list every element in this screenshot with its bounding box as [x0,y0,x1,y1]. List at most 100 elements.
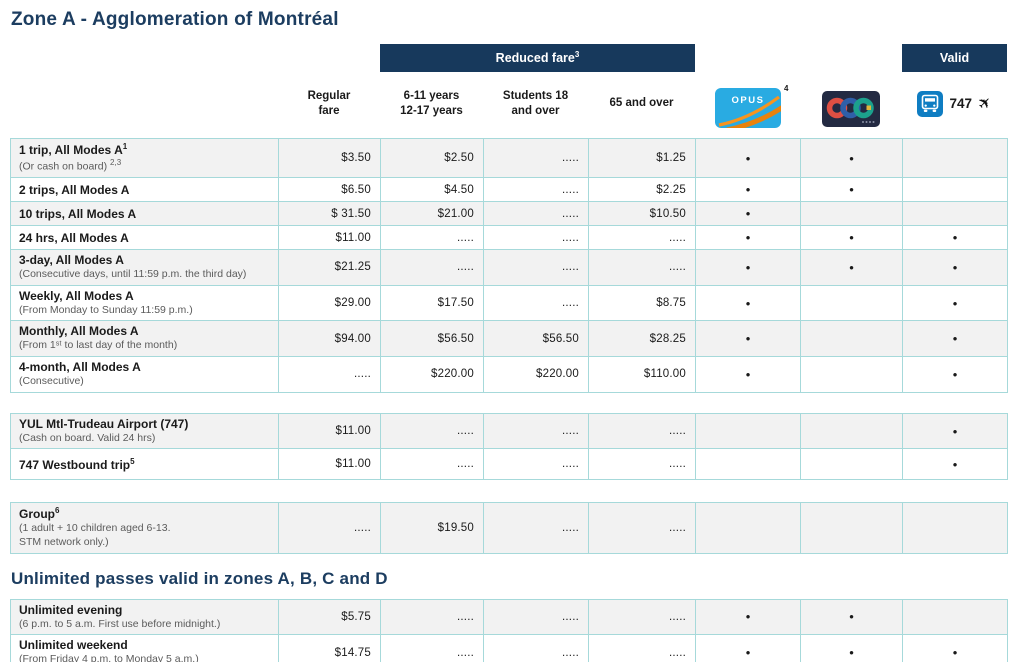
row-label: 24 hrs, All Modes A [19,230,129,245]
fare-65-over: ..... [588,598,696,636]
row-label: 747 Westbound trip5 [19,456,135,472]
mark-opus: • [695,225,801,251]
fare-6-17-years: $4.50 [380,177,484,203]
mark-payment-card: • [800,225,903,251]
fare-students: ..... [483,448,589,481]
fare-students: ..... [483,249,589,286]
mark-747 [902,138,1008,179]
fare-regular: $6.50 [278,177,381,203]
opus-footnote: 4 [784,83,789,93]
table-row: YUL Mtl-Trudeau Airport (747) (Cash on bo… [10,412,1008,450]
row-label-cell: 2 trips, All Modes A [10,177,279,203]
row-label: 1 trip, All Modes A1 [19,142,128,158]
mark-payment-card: • [800,138,903,179]
row-label-cell: 4-month, All Modes A (Consecutive) [10,356,279,393]
fare-students: ..... [483,598,589,636]
opus-card-wrap: OPUS 4 [714,84,789,128]
fare-students: ..... [483,138,589,179]
fare-6-17-years: $17.50 [380,284,484,322]
row-label: Unlimited evening [19,602,123,617]
row-label: 10 trips, All Modes A [19,206,137,221]
fare-students: ..... [483,225,589,251]
fare-students: ..... [483,284,589,322]
mark-opus: • [695,284,801,322]
fare-65-over: $8.75 [588,284,696,322]
table-row: 4-month, All Modes A (Consecutive)..... $2… [10,356,1008,393]
mark-opus [695,412,801,450]
fare-students: ..... [483,412,589,450]
row-sublabel: (1 adult + 10 children aged 6-13. STM ne… [19,522,171,549]
row-label: 3-day, All Modes A [19,253,124,268]
row-label-cell: Weekly, All Modes A (From Monday to Sunda… [10,284,279,322]
fare-6-17-years: ..... [380,249,484,286]
bus-number: 747 [949,95,973,111]
row-label-cell: YUL Mtl-Trudeau Airport (747) (Cash on bo… [10,412,279,450]
mark-opus [695,502,801,554]
row-label: Weekly, All Modes A [19,288,134,303]
fare-regular: $14.75 [278,634,381,662]
page-title: Zone A - Agglomeration of Montréal [11,9,339,30]
fare-table-header: Reduced fare3 Valid Regular fare 6-11 ye… [10,44,1007,137]
fare-regular: $29.00 [278,284,381,322]
fare-students: $220.00 [483,356,589,393]
mark-747 [902,177,1008,203]
row-label-cell: Unlimited evening (6 p.m. to 5 a.m. First… [10,598,279,636]
payment-card-icon [822,91,880,128]
spacer-cell [278,44,380,72]
row-sublabel: (From Friday 4 p.m. to Monday 5 a.m.) [19,653,199,662]
fare-6-17-years: $21.00 [380,201,484,227]
table-row: 3-day, All Modes A (Consecutive days, unt… [10,249,1008,286]
spacer-cell [10,44,278,72]
mark-747: • [902,320,1008,358]
table-row: 10 trips, All Modes A $ 31.50 $21.00..... $… [10,201,1008,227]
column-header-row: Regular fare 6-11 years 12-17 years Stud… [10,72,1007,137]
col-header-payment-card [800,72,902,137]
row-label-cell: 1 trip, All Modes A1 (Or cash on board) 2… [10,138,279,179]
unlimited-section-heading: Unlimited passes valid in zones A, B, C … [11,568,388,588]
row-label-cell: 3-day, All Modes A (Consecutive days, unt… [10,249,279,286]
fare-65-over: $110.00 [588,356,696,393]
opus-card-icon: OPUS [714,87,781,128]
row-sublabel: (6 p.m. to 5 a.m. First use before midni… [19,617,221,630]
fare-65-over: ..... [588,225,696,251]
row-label-cell: Unlimited weekend (From Friday 4 p.m. to … [10,634,279,662]
mark-opus: • [695,320,801,358]
fare-regular: $11.00 [278,448,381,481]
fare-6-17-years: ..... [380,225,484,251]
spacer-cell [10,72,278,136]
fare-65-over: ..... [588,634,696,662]
table-row: Weekly, All Modes A (From Monday to Sunda… [10,284,1008,322]
fare-regular: ..... [278,502,381,554]
fare-6-17-years: ..... [380,448,484,481]
fare-students: ..... [483,201,589,227]
row-label-cell: Monthly, All Modes A (From 1ˢᵗ to last da… [10,320,279,358]
spacer-cell [800,44,902,72]
fare-6-17-years: ..... [380,598,484,636]
row-label: 2 trips, All Modes A [19,182,130,197]
col-header-students: Students 18 and over [483,72,588,137]
mark-747: • [902,634,1008,662]
mark-747: • [902,249,1008,286]
row-sublabel: (Cash on board. Valid 24 hrs) [19,431,156,444]
fare-6-17-years: $56.50 [380,320,484,358]
fare-regular: ..... [278,356,381,393]
table-row: Unlimited weekend (From Friday 4 p.m. to … [10,634,1008,662]
fare-students: ..... [483,634,589,662]
fare-table-group: Group6 (1 adult + 10 children aged 6-13. … [10,502,1008,554]
mark-opus: • [695,634,801,662]
fare-65-over: ..... [588,249,696,286]
fare-6-17-years: $220.00 [380,356,484,393]
fare-students: ..... [483,177,589,203]
747-header-content: 747 ✈ [902,91,1007,118]
mark-opus: • [695,177,801,203]
mark-payment-card: • [800,177,903,203]
fare-table-main: 1 trip, All Modes A1 (Or cash on board) 2… [10,138,1008,393]
table-row: 1 trip, All Modes A1 (Or cash on board) 2… [10,138,1008,179]
fare-6-17-years: ..... [380,634,484,662]
col-header-regular-fare: Regular fare [278,72,380,137]
fare-65-over: $28.25 [588,320,696,358]
table-row: 24 hrs, All Modes A $11.00...............… [10,225,1008,251]
col-header-747: 747 ✈ [902,72,1007,137]
mark-payment-card [800,201,903,227]
fare-6-17-years: $19.50 [380,502,484,554]
